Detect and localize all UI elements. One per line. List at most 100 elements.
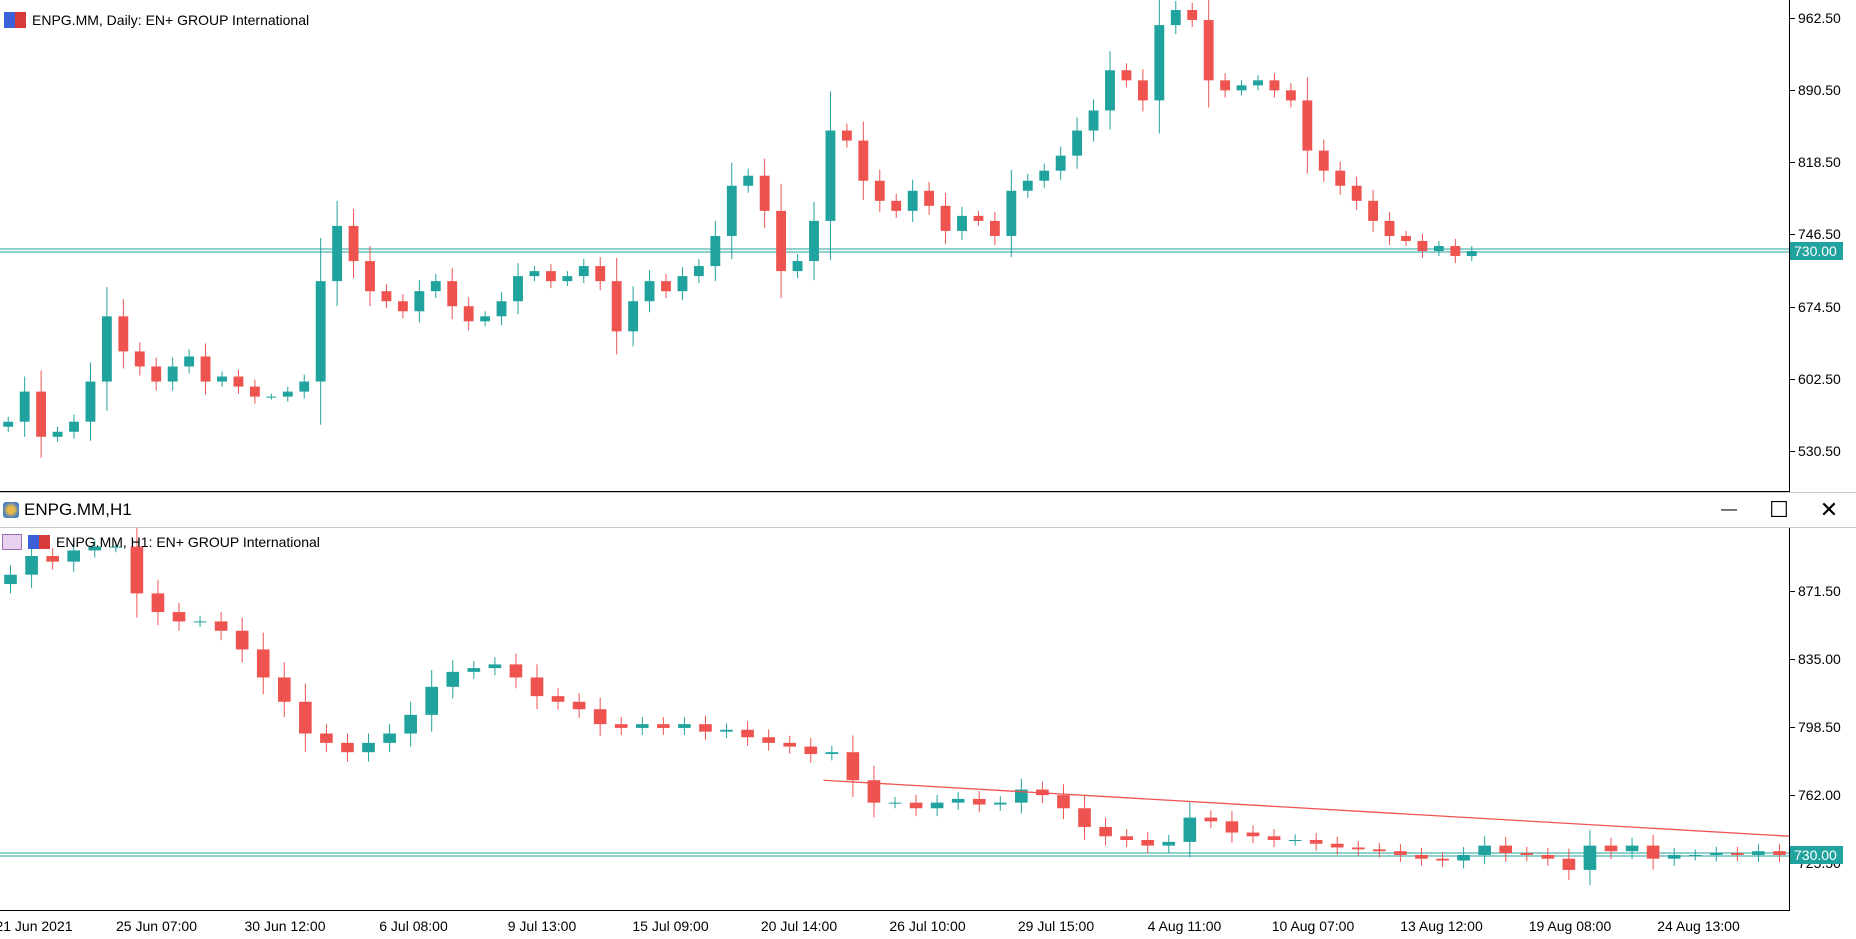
- h1-window-titlebar[interactable]: ENPG.MM,H1 — ☐ ✕: [0, 492, 1856, 528]
- h1-chart-plot[interactable]: [0, 528, 1790, 911]
- candle: [762, 729, 775, 751]
- time-tick-label: 25 Jun 07:00: [116, 918, 197, 934]
- candle: [1541, 847, 1555, 866]
- candle: [804, 737, 818, 763]
- daily-price-axis[interactable]: 962.50 890.50 818.50 746.50 674.50 602.50 530.…: [1790, 0, 1856, 492]
- candle: [1225, 811, 1239, 843]
- candle: [1709, 846, 1723, 862]
- time-tick-label: 13 Aug 12:00: [1400, 918, 1483, 934]
- candle: [414, 280, 425, 323]
- candle: [282, 386, 293, 402]
- candle: [1022, 173, 1033, 198]
- candle: [1220, 73, 1231, 98]
- price-tick-mark: [1790, 379, 1795, 381]
- candle: [858, 121, 869, 200]
- candle: [957, 206, 967, 240]
- candle: [530, 664, 544, 710]
- candle: [1154, 0, 1165, 134]
- candle: [1646, 834, 1660, 870]
- candle: [743, 168, 754, 193]
- candle: [562, 271, 573, 287]
- candle: [1457, 847, 1470, 869]
- candle: [1141, 832, 1155, 854]
- candle: [720, 723, 733, 738]
- daily-chart-svg: [0, 0, 1789, 458]
- candle: [776, 183, 787, 299]
- candle: [1625, 837, 1639, 860]
- candle: [496, 292, 507, 326]
- candle: [214, 612, 228, 641]
- candle: [693, 259, 704, 284]
- time-tick-label: 29 Jul 15:00: [1017, 918, 1095, 934]
- candle: [611, 258, 622, 355]
- candle: [595, 257, 606, 291]
- candle: [88, 539, 102, 558]
- candle: [109, 541, 123, 553]
- time-tick-label: 10 Aug 07:00: [1271, 918, 1355, 934]
- chart-icon: [4, 12, 26, 28]
- candle: [1120, 829, 1133, 848]
- candle: [993, 796, 1007, 811]
- time-tick-label: 24 Aug 13:00: [1657, 918, 1740, 934]
- candle: [1078, 795, 1091, 841]
- candle: [1288, 834, 1302, 846]
- candle: [783, 735, 797, 754]
- candle: [825, 91, 836, 261]
- candle: [1137, 69, 1148, 112]
- daily-chart-plot[interactable]: [0, 0, 1790, 492]
- candle: [551, 688, 565, 710]
- price-tick-mark: [1790, 590, 1795, 592]
- candle: [85, 362, 96, 441]
- candle: [726, 162, 737, 260]
- price-tick-mark: [1790, 451, 1795, 453]
- candle: [184, 349, 195, 374]
- candle: [741, 721, 754, 746]
- candle: [1236, 80, 1247, 96]
- candle: [644, 270, 655, 313]
- time-tick-label: 26 Jul 10:00: [889, 918, 966, 934]
- candle: [678, 717, 691, 736]
- daily-chart-title: ENPG.MM, Daily: EN+ GROUP International: [4, 12, 309, 28]
- candle: [1773, 844, 1786, 863]
- candle: [299, 683, 312, 752]
- price-tick-label: 602.50: [1798, 371, 1841, 388]
- close-button[interactable]: ✕: [1819, 497, 1839, 522]
- price-tick-label: 818.50: [1798, 154, 1841, 171]
- candle: [1433, 240, 1444, 257]
- candle: [320, 724, 333, 753]
- candle: [277, 662, 291, 718]
- price-tick-mark: [1790, 726, 1795, 728]
- candle: [172, 602, 186, 631]
- candle: [809, 201, 819, 281]
- candle: [404, 701, 417, 747]
- candle: [447, 268, 458, 320]
- candle: [1520, 846, 1534, 862]
- candle: [52, 426, 63, 442]
- candle: [1121, 63, 1132, 88]
- candle: [1384, 211, 1395, 245]
- candle: [593, 697, 607, 736]
- candle: [1450, 238, 1461, 264]
- candle: [233, 369, 244, 394]
- candle: [1055, 146, 1066, 180]
- candle: [1105, 51, 1115, 130]
- candle: [513, 263, 523, 315]
- h1-time-axis[interactable]: 21 Jun 2021 25 Jun 07:00 30 Jun 12:00 6 Jul…: [0, 911, 1790, 939]
- price-tick-label: 530.50: [1798, 443, 1841, 460]
- candle: [19, 376, 30, 437]
- candle: [1039, 163, 1050, 188]
- candle: [1667, 847, 1681, 866]
- candle: [710, 220, 721, 282]
- candle: [365, 246, 375, 307]
- price-tick-mark: [1790, 795, 1795, 797]
- candle: [874, 169, 885, 212]
- candle: [1351, 176, 1362, 210]
- minimize-button[interactable]: —: [1721, 501, 1737, 518]
- candle: [1267, 829, 1281, 848]
- candle: [635, 717, 649, 736]
- maximize-button[interactable]: ☐: [1769, 497, 1789, 522]
- candle: [348, 208, 359, 279]
- candle: [677, 267, 688, 301]
- candle: [425, 669, 439, 732]
